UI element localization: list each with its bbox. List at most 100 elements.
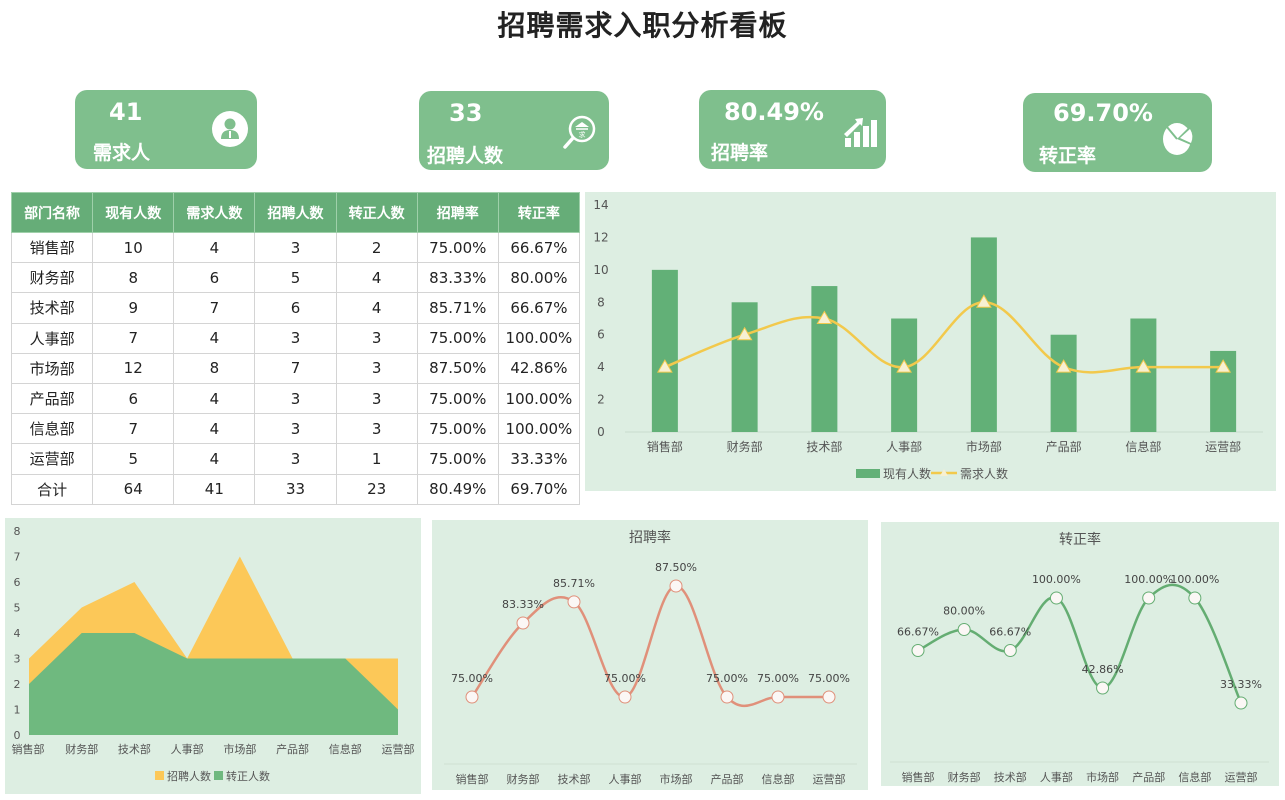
x-tick-label: 产品部 (711, 772, 744, 786)
point-marker (516, 616, 530, 630)
svg-text:求: 求 (579, 130, 586, 139)
table-cell: 64 (92, 473, 175, 505)
data-label: 75.00% (706, 672, 748, 685)
x-tick-label: 财务部 (65, 742, 98, 756)
x-tick-label: 销售部 (456, 772, 489, 786)
table-cell: 4 (173, 382, 256, 415)
y-tick-label: 8 (597, 295, 605, 309)
table-cell: 3 (254, 382, 337, 415)
legend-swatch (214, 771, 223, 780)
point-marker (1188, 591, 1202, 605)
kpi-card-hired: 33 招聘人数 求 (419, 91, 609, 170)
table-cell: 42.86% (497, 352, 581, 384)
table-row: 运营部 5 4 3 1 75.00% 33.33% (10, 443, 581, 475)
table-cell: 75.00% (416, 413, 499, 445)
table-cell: 87.50% (416, 352, 499, 384)
data-label: 100.00% (1124, 573, 1173, 586)
triangle-marker (1215, 359, 1231, 373)
y-tick-label: 3 (14, 653, 21, 666)
x-tick-label: 技术部 (118, 742, 151, 756)
page-title: 招聘需求入职分析看板 (497, 9, 788, 42)
bar (811, 286, 838, 432)
table-cell: 5 (254, 262, 337, 294)
x-tick-label: 信息部 (1178, 770, 1211, 784)
user-icon (212, 111, 248, 147)
table-cell: 23 (335, 473, 418, 505)
table-cell: 80.49% (416, 473, 499, 505)
x-tick-label: 运营部 (813, 772, 846, 786)
kpi-card-demand: 41 需求人 (75, 90, 257, 169)
x-tick-label: 产品部 (1046, 439, 1082, 454)
table-cell: 75.00% (416, 231, 499, 264)
x-tick-label: 人事部 (886, 439, 922, 454)
table-cell: 83.33% (416, 262, 499, 294)
y-tick-label: 10 (593, 263, 608, 277)
x-tick-label: 产品部 (1132, 770, 1165, 784)
table-row: 财务部 8 6 5 4 83.33% 80.00% (10, 262, 581, 294)
table-row: 人事部 7 4 3 3 75.00% 100.00% (10, 322, 581, 354)
legend-label: 需求人数 (960, 466, 1008, 481)
table-cell: 人事部 (10, 322, 94, 354)
table-cell: 3 (254, 322, 337, 354)
table-cell: 2 (335, 231, 418, 264)
legend-swatch-bar (856, 469, 880, 478)
table-cell: 66.67% (497, 231, 581, 264)
col-recruit-rate: 招聘率 (416, 192, 499, 233)
col-regular-rate: 转正率 (497, 192, 581, 233)
y-tick-label: 6 (597, 328, 605, 342)
department-table: 部门名称 现有人数 需求人数 招聘人数 转正人数 招聘率 转正率 销售部 10 4 3… (10, 192, 581, 505)
table-cell: 75.00% (416, 443, 499, 475)
point-marker (1234, 696, 1248, 710)
x-tick-label: 信息部 (1125, 439, 1161, 454)
triangle-marker (736, 326, 753, 341)
col-regular: 转正人数 (335, 192, 418, 233)
table-cell: 41 (173, 473, 256, 505)
data-label: 75.00% (604, 672, 646, 685)
table-cell: 4 (335, 262, 418, 294)
table-cell: 3 (335, 413, 418, 445)
y-tick-label: 2 (14, 678, 21, 691)
x-tick-label: 销售部 (647, 439, 683, 454)
y-tick-label: 1 (14, 704, 21, 717)
table-cell: 3 (254, 443, 337, 475)
x-tick-label: 市场部 (660, 772, 693, 786)
x-tick-label: 市场部 (223, 742, 256, 756)
table-cell: 85.71% (416, 292, 499, 324)
point-marker (465, 690, 479, 704)
data-label: 85.71% (553, 577, 595, 590)
point-marker (771, 690, 785, 704)
recruit-rate-chart: 招聘率 75.00% 销售部 83.33% 财务部 85.71% 技术部 75.00% 人事部 8… (432, 520, 868, 790)
kpi-label: 招聘人数 (427, 145, 504, 167)
bar (731, 302, 758, 432)
table-cell: 8 (173, 352, 256, 384)
data-label: 87.50% (655, 561, 697, 574)
table-row: 市场部 12 8 7 3 87.50% 42.86% (10, 352, 581, 384)
table-cell: 12 (92, 352, 175, 384)
kpi-value: 69.70% (1053, 99, 1153, 127)
legend-swatch-line (940, 469, 948, 476)
legend-label: 现有人数 (883, 466, 931, 481)
col-demand: 需求人数 (173, 192, 256, 233)
point-marker (1049, 591, 1063, 605)
legend-label: 招聘人数 (167, 769, 211, 783)
recruit-rate-line-svg: 招聘率 75.00% 销售部 83.33% 财务部 85.71% 技术部 75.00% 人事部 8… (444, 529, 857, 786)
data-label: 75.00% (757, 672, 799, 685)
table-cell: 3 (254, 413, 337, 445)
table-cell: 8 (92, 262, 175, 294)
table-cell: 4 (173, 231, 256, 264)
bar (651, 269, 678, 432)
table-row: 销售部 10 4 3 2 75.00% 66.67% (10, 231, 581, 264)
point-marker (822, 690, 836, 704)
hired-regular-area-chart: 0 1 2 3 4 5 6 7 8 销售部 财务部 技术部 人事部 市场部 产品部 信息部 运营部 招聘人数 转正人… (5, 518, 421, 794)
y-tick-label: 7 (14, 551, 21, 564)
data-label: 100.00% (1170, 573, 1219, 586)
kpi-label: 招聘率 (711, 142, 769, 164)
triangle-marker (896, 359, 912, 373)
table-cell: 4 (173, 413, 256, 445)
bar-growth-icon (844, 118, 877, 147)
table-cell: 10 (92, 231, 175, 264)
table-cell: 产品部 (10, 382, 94, 415)
table-cell: 运营部 (10, 443, 94, 475)
kpi-value: 80.49% (724, 98, 824, 126)
table-cell: 7 (254, 352, 337, 384)
